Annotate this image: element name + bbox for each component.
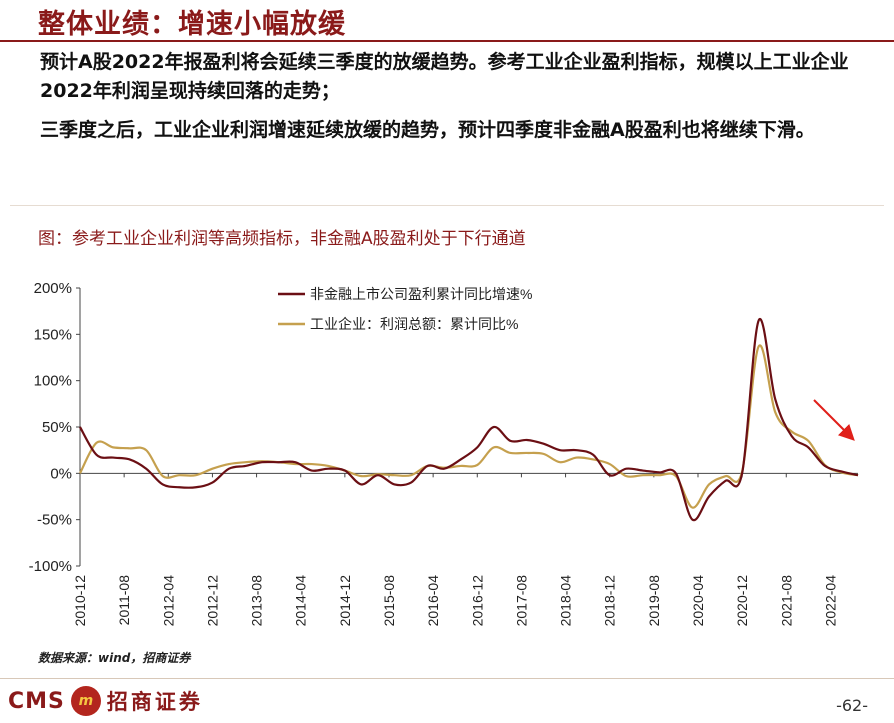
logo-text-en: CMS bbox=[8, 688, 65, 714]
footer-divider bbox=[0, 678, 894, 679]
logo-text-cn: 招商证券 bbox=[106, 689, 203, 714]
paragraph-2: 三季度之后，工业企业利润增速延续放缓的趋势，预计四季度非金融A股盈利也将继续下滑… bbox=[40, 119, 815, 141]
title-divider bbox=[0, 40, 894, 42]
paragraph-1: 预计A股2022年报盈利将会延续三季度的放缓趋势。参考工业企业盈利指标，规模以上… bbox=[40, 51, 849, 102]
data-source: 数据来源：wind，招商证券 bbox=[38, 651, 191, 665]
logo-badge-icon: m bbox=[70, 686, 101, 716]
figure-title: 图：参考工业企业利润等高频指标，非金融A股盈利处于下行通道 bbox=[38, 229, 526, 249]
company-logo: CMS m 招商证券 bbox=[8, 686, 203, 716]
page-number: -62- bbox=[836, 696, 868, 715]
figure-frame bbox=[10, 205, 884, 676]
page-title: 整体业绩：增速小幅放缓 bbox=[38, 9, 346, 40]
